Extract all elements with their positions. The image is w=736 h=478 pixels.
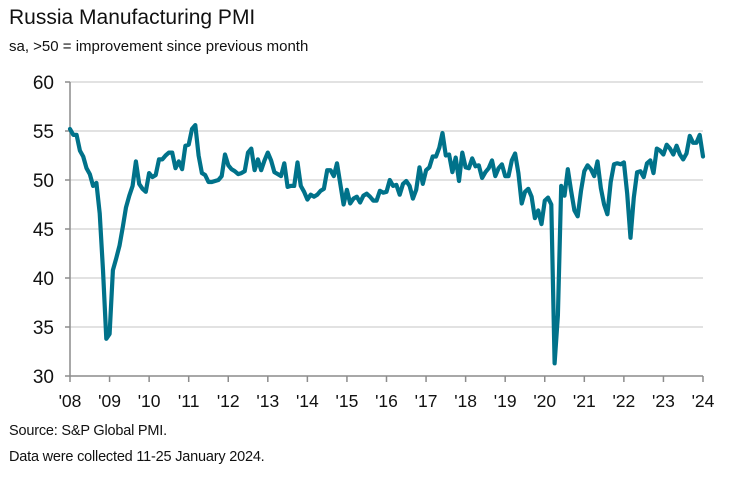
y-tick-label: 35 bbox=[33, 318, 54, 339]
x-tick-label: '23 bbox=[652, 391, 675, 411]
y-axis: 30 35 40 45 50 55 60 bbox=[33, 73, 71, 388]
y-tick-label: 40 bbox=[33, 269, 54, 290]
x-tick-label: '22 bbox=[612, 391, 635, 411]
y-tick-label: 30 bbox=[33, 367, 54, 388]
x-axis: '08 '09 '10 '11 '12 '13 '14 '15 '16 '17 '18 '19 '20 '… bbox=[59, 375, 715, 411]
x-tick-label: '09 bbox=[98, 391, 121, 411]
chart-title: Russia Manufacturing PMI bbox=[9, 6, 256, 29]
x-tick-label: '17 bbox=[415, 391, 438, 411]
x-tick-label: '13 bbox=[256, 391, 279, 411]
pmi-series-line bbox=[67, 122, 706, 366]
collection-note: Data were collected 11-25 January 2024. bbox=[9, 449, 265, 465]
y-tick-label: 45 bbox=[33, 220, 54, 241]
x-tick-label: '18 bbox=[454, 391, 477, 411]
x-tick-label: '20 bbox=[533, 391, 556, 411]
x-tick-label: '19 bbox=[494, 391, 517, 411]
x-tick-label: '21 bbox=[573, 391, 596, 411]
x-tick-label: '15 bbox=[336, 391, 359, 411]
y-tick-label: 50 bbox=[33, 171, 54, 192]
y-tick-label: 55 bbox=[33, 122, 54, 143]
x-tick-label: '08 bbox=[59, 391, 82, 411]
x-tick-label: '10 bbox=[138, 391, 161, 411]
gridlines bbox=[70, 81, 703, 328]
x-tick-label: '12 bbox=[217, 391, 240, 411]
series-layer bbox=[67, 122, 706, 366]
x-tick-label: '11 bbox=[178, 391, 200, 411]
y-tick-label: 60 bbox=[33, 73, 54, 94]
x-tick-label: '24 bbox=[692, 391, 715, 411]
x-tick-label: '14 bbox=[296, 391, 319, 411]
source-note: Source: S&P Global PMI. bbox=[9, 423, 167, 439]
chart-subtitle: sa, >50 = improvement since previous mon… bbox=[9, 38, 309, 55]
x-tick-label: '16 bbox=[375, 391, 398, 411]
